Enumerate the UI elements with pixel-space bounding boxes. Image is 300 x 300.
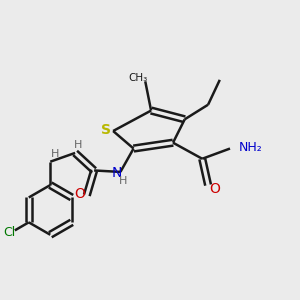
Text: S: S (101, 122, 111, 136)
Text: Cl: Cl (3, 226, 15, 239)
Text: O: O (74, 187, 85, 201)
Text: H: H (51, 149, 60, 159)
Text: H: H (118, 176, 127, 186)
Text: CH₃: CH₃ (128, 73, 148, 83)
Text: O: O (209, 182, 220, 196)
Text: N: N (111, 166, 122, 180)
Text: H: H (74, 140, 82, 150)
Text: NH₂: NH₂ (239, 142, 262, 154)
